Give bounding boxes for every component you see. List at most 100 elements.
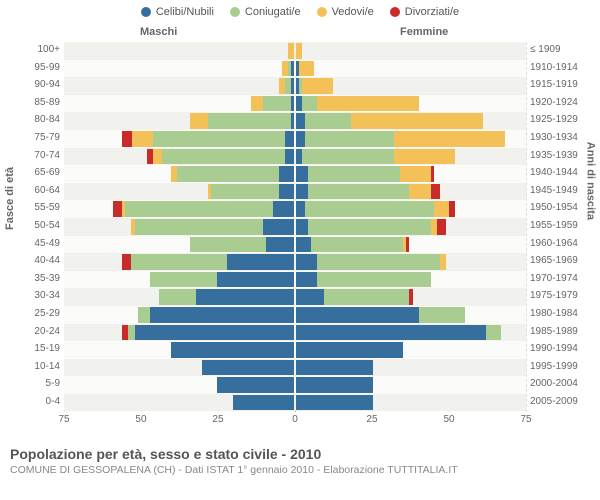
pyramid-row: 90-941915-1919 bbox=[64, 77, 526, 95]
age-label: 75-79 bbox=[16, 132, 60, 143]
y-axis-label-left: Fasce di età bbox=[4, 167, 16, 230]
male-bar bbox=[64, 377, 295, 393]
pyramid-row: 20-241985-1989 bbox=[64, 324, 526, 342]
female-bar bbox=[295, 43, 526, 59]
male-bar bbox=[64, 219, 295, 235]
bar-segment bbox=[394, 131, 504, 147]
male-bar bbox=[64, 96, 295, 112]
bar-segment bbox=[113, 201, 122, 217]
legend-item: Celibi/Nubili bbox=[141, 6, 214, 18]
bar-segment bbox=[251, 96, 263, 112]
female-bar bbox=[295, 237, 526, 253]
x-axis: 7550250255075 bbox=[64, 414, 526, 430]
bar-segment bbox=[202, 360, 294, 376]
birth-year-label: 1985-1989 bbox=[530, 326, 592, 337]
female-bar bbox=[295, 289, 526, 305]
bar-segment bbox=[296, 395, 373, 411]
birth-year-label: 1975-1979 bbox=[530, 290, 592, 301]
pyramid-row: 0-42005-2009 bbox=[64, 394, 526, 412]
birth-year-label: 1955-1959 bbox=[530, 220, 592, 231]
male-bar bbox=[64, 131, 295, 147]
legend-swatch bbox=[390, 7, 400, 17]
bar-segment bbox=[153, 131, 285, 147]
legend-item: Divorziati/e bbox=[390, 6, 459, 18]
bar-segment bbox=[317, 96, 418, 112]
bar-segment bbox=[132, 131, 153, 147]
bar-segment bbox=[296, 166, 308, 182]
pyramid-row: 55-591950-1954 bbox=[64, 200, 526, 218]
bar-segment bbox=[440, 254, 446, 270]
bar-segment bbox=[159, 289, 196, 305]
x-tick: 75 bbox=[520, 414, 531, 425]
bar-segment bbox=[351, 113, 483, 129]
legend-label: Divorziati/e bbox=[405, 6, 459, 18]
age-label: 100+ bbox=[16, 44, 60, 55]
bar-segment bbox=[263, 96, 291, 112]
bar-segment bbox=[317, 272, 430, 288]
birth-year-label: ≤ 1909 bbox=[530, 44, 592, 55]
birth-year-label: 1995-1999 bbox=[530, 361, 592, 372]
bar-segment bbox=[291, 78, 294, 94]
male-header: Maschi bbox=[140, 26, 177, 38]
bar-segment bbox=[308, 166, 400, 182]
female-bar bbox=[295, 272, 526, 288]
birth-year-label: 1925-1929 bbox=[530, 114, 592, 125]
bar-segment bbox=[305, 201, 434, 217]
bar-segment bbox=[150, 272, 217, 288]
legend: Celibi/NubiliConiugati/eVedovi/eDivorzia… bbox=[0, 0, 600, 20]
chart-area: Maschi Femmine Fasce di età Anni di nasc… bbox=[0, 20, 600, 440]
footer: Popolazione per età, sesso e stato civil… bbox=[0, 440, 600, 476]
female-bar bbox=[295, 360, 526, 376]
age-label: 0-4 bbox=[16, 396, 60, 407]
bar-segment bbox=[308, 184, 409, 200]
pyramid-row: 95-991910-1914 bbox=[64, 60, 526, 78]
bar-segment bbox=[171, 342, 294, 358]
birth-year-label: 1980-1984 bbox=[530, 308, 592, 319]
bar-segment bbox=[150, 307, 294, 323]
bar-segment bbox=[162, 149, 285, 165]
age-label: 85-89 bbox=[16, 97, 60, 108]
bar-segment bbox=[296, 113, 305, 129]
bar-segment bbox=[296, 43, 302, 59]
bar-segment bbox=[122, 131, 131, 147]
gridline bbox=[526, 42, 527, 412]
bar-segment bbox=[437, 219, 446, 235]
female-header: Femmine bbox=[400, 26, 448, 38]
bar-segment bbox=[291, 113, 294, 129]
bar-segment bbox=[486, 325, 501, 341]
bar-segment bbox=[302, 149, 394, 165]
male-bar bbox=[64, 272, 295, 288]
pyramid-row: 75-791930-1934 bbox=[64, 130, 526, 148]
age-label: 95-99 bbox=[16, 62, 60, 73]
bar-segment bbox=[296, 237, 311, 253]
age-label: 50-54 bbox=[16, 220, 60, 231]
age-label: 65-69 bbox=[16, 167, 60, 178]
bar-segment bbox=[409, 289, 412, 305]
female-bar bbox=[295, 96, 526, 112]
pyramid-row: 50-541955-1959 bbox=[64, 218, 526, 236]
x-tick: 25 bbox=[366, 414, 377, 425]
legend-label: Coniugati/e bbox=[245, 6, 301, 18]
bar-segment bbox=[266, 237, 294, 253]
female-bar bbox=[295, 342, 526, 358]
female-bar bbox=[295, 377, 526, 393]
bar-segment bbox=[279, 166, 294, 182]
bar-segment bbox=[394, 149, 455, 165]
chart-title: Popolazione per età, sesso e stato civil… bbox=[10, 446, 590, 462]
pyramid-row: 10-141995-1999 bbox=[64, 359, 526, 377]
male-bar bbox=[64, 184, 295, 200]
age-label: 35-39 bbox=[16, 273, 60, 284]
pyramid-row: 65-691940-1944 bbox=[64, 165, 526, 183]
female-bar bbox=[295, 61, 526, 77]
birth-year-label: 1950-1954 bbox=[530, 202, 592, 213]
age-label: 5-9 bbox=[16, 378, 60, 389]
bar-segment bbox=[131, 254, 226, 270]
legend-swatch bbox=[230, 7, 240, 17]
bar-segment bbox=[434, 201, 449, 217]
bar-segment bbox=[308, 219, 431, 235]
pyramid-row: 100+≤ 1909 bbox=[64, 42, 526, 60]
chart-subtitle: COMUNE DI GESSOPALENA (CH) - Dati ISTAT … bbox=[10, 464, 590, 476]
bar-segment bbox=[296, 254, 317, 270]
bar-segment bbox=[291, 96, 294, 112]
female-bar bbox=[295, 113, 526, 129]
